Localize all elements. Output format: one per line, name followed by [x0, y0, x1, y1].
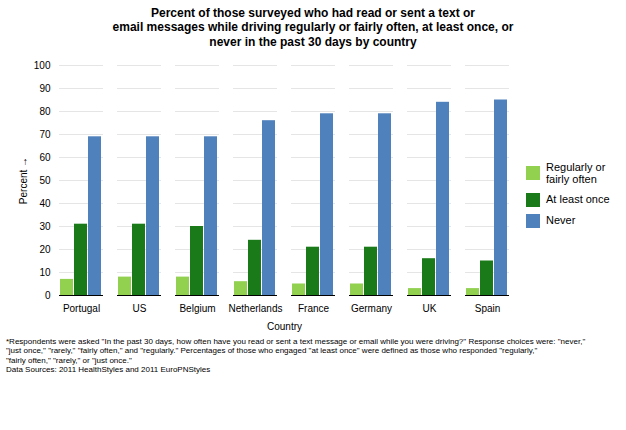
svg-text:50: 50	[39, 175, 51, 186]
svg-text:60: 60	[39, 152, 51, 163]
svg-text:Percent →: Percent →	[18, 157, 29, 204]
svg-text:80: 80	[39, 106, 51, 117]
svg-text:Germany: Germany	[351, 303, 392, 314]
svg-text:Spain: Spain	[475, 303, 501, 314]
svg-text:90: 90	[39, 83, 51, 94]
svg-text:30: 30	[39, 221, 51, 232]
html-text:At least once: At least once	[546, 193, 610, 206]
svg-text:10: 10	[39, 267, 51, 278]
html-text:Never: Never	[546, 214, 576, 227]
svg-text:Country: Country	[267, 321, 302, 332]
svg-text:US: US	[133, 303, 147, 314]
html-text:Percent of those surveyed who: Percent of those surveyed who had read o…	[112, 6, 514, 49]
svg-text:100: 100	[34, 60, 51, 71]
svg-text:Portugal: Portugal	[63, 303, 100, 314]
html-text:*Respondents were asked "In th: *Respondents were asked "In the past 30 …	[6, 337, 586, 374]
svg-text:40: 40	[39, 198, 51, 209]
html-text:Regularly or fairly often: Regularly or fairly often	[546, 160, 606, 186]
svg-text:20: 20	[39, 244, 51, 255]
svg-text:0: 0	[45, 290, 51, 301]
svg-text:UK: UK	[423, 303, 437, 314]
svg-text:70: 70	[39, 129, 51, 140]
svg-text:Netherlands: Netherlands	[229, 303, 283, 314]
svg-text:France: France	[298, 303, 330, 314]
svg-text:Belgium: Belgium	[179, 303, 215, 314]
